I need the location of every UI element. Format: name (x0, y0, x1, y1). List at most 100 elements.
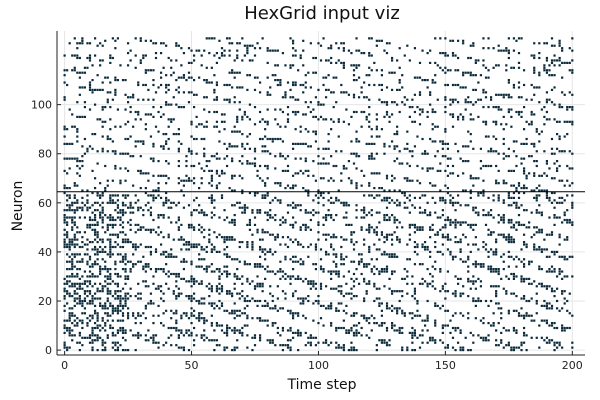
spike-point (352, 162, 356, 165)
spike-point (238, 130, 241, 133)
spike-point (398, 201, 401, 204)
spike-point (132, 263, 135, 266)
spike-point (322, 83, 325, 87)
spike-point (545, 248, 549, 251)
spike-point (403, 314, 406, 317)
spike-point (365, 334, 368, 337)
spike-point (416, 245, 419, 249)
spike-point (66, 83, 69, 87)
spike-point (375, 194, 378, 197)
spike-point (535, 186, 538, 190)
spike-point (317, 201, 320, 204)
spike-point (187, 248, 191, 251)
spike-point (418, 226, 422, 229)
spike-point (515, 201, 518, 204)
spike-point (497, 344, 500, 347)
spike-point (380, 74, 384, 77)
spike-point (294, 184, 297, 187)
spike-point (147, 302, 150, 305)
spike-point (243, 307, 246, 310)
spike-point (484, 135, 488, 138)
spike-point (462, 74, 465, 77)
spike-point (558, 341, 561, 344)
spike-point (429, 93, 432, 96)
spike-point (439, 140, 442, 143)
spike-point (307, 71, 310, 74)
spike-point (289, 312, 292, 315)
spike-point (76, 292, 79, 295)
spike-point (446, 186, 450, 190)
spike-point (149, 267, 153, 271)
spike-point (304, 223, 307, 227)
spike-point (314, 194, 318, 197)
spike-point (535, 159, 538, 163)
spike-point (297, 312, 300, 315)
spike-point (515, 255, 518, 258)
spike-point (177, 182, 180, 185)
spike-point (86, 248, 89, 251)
spike-point (111, 334, 114, 337)
spike-point (497, 182, 500, 185)
spike-point (187, 61, 191, 65)
spike-point (261, 228, 264, 231)
spike-point (312, 209, 315, 212)
spike-point (462, 233, 465, 236)
spike-point (363, 81, 366, 84)
spike-point (111, 245, 114, 249)
spike-point (167, 206, 170, 209)
spike-point (167, 137, 170, 141)
spike-point (330, 44, 333, 47)
spike-point (317, 231, 320, 234)
spike-point (126, 240, 130, 244)
spike-point (88, 42, 92, 45)
spike-point (99, 270, 102, 273)
spike-point (390, 243, 394, 246)
spike-point (81, 326, 84, 330)
spike-point (431, 275, 434, 278)
spike-point (96, 348, 99, 352)
spike-point (198, 76, 201, 79)
spike-point (347, 348, 351, 352)
spike-point (215, 96, 219, 99)
spike-point (96, 324, 99, 327)
spike-point (434, 233, 437, 236)
spike-point (299, 54, 302, 57)
spike-point (203, 137, 206, 141)
spike-point (302, 299, 305, 303)
spike-point (322, 76, 325, 79)
spike-point (495, 270, 498, 273)
spike-point (429, 213, 432, 217)
spike-point (421, 329, 424, 332)
spike-point (309, 110, 312, 114)
spike-point (441, 196, 444, 200)
spike-point (363, 209, 366, 212)
spike-point (101, 258, 104, 261)
spike-point (281, 326, 285, 330)
spike-point (195, 265, 198, 268)
spike-point (294, 142, 297, 146)
spike-point (472, 275, 475, 278)
spike-point (497, 64, 500, 67)
spike-point (228, 292, 231, 295)
spike-point (104, 250, 107, 254)
spike-point (225, 236, 229, 239)
spike-point (63, 125, 66, 128)
spike-point (525, 299, 528, 303)
spike-point (454, 240, 457, 244)
spike-point (396, 218, 399, 222)
spike-point (83, 86, 87, 89)
spike-point (203, 236, 206, 239)
spike-point (99, 194, 102, 197)
spike-point (403, 147, 406, 150)
spike-point (233, 101, 236, 104)
spike-point (396, 103, 399, 106)
spike-point (446, 69, 450, 72)
spike-point (383, 267, 386, 271)
spike-point (444, 324, 447, 327)
spike-point (258, 47, 262, 50)
spike-point (487, 304, 490, 308)
spike-point (345, 204, 348, 207)
spike-point (429, 226, 432, 229)
spike-point (398, 189, 401, 192)
spike-point (165, 250, 168, 254)
